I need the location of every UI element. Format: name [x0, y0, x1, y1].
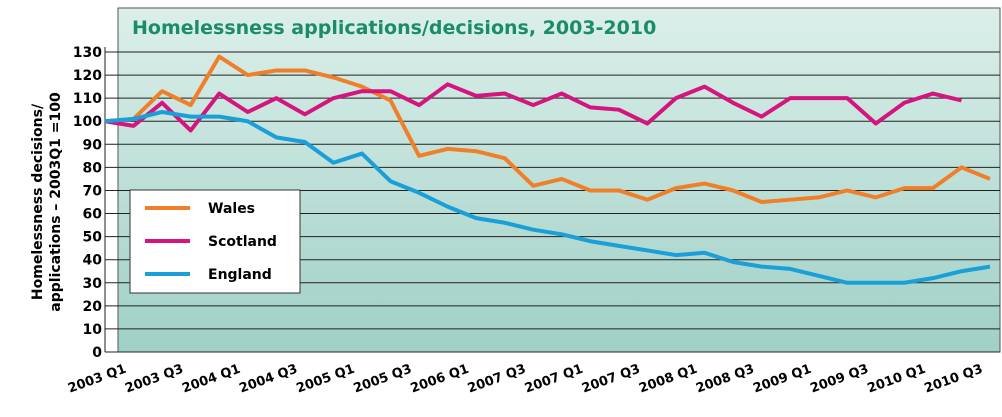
y-label: Homelessness decisions/: [30, 103, 46, 300]
y-tick-label: 80: [83, 160, 103, 176]
x-tick-label: 2009 Q1: [751, 362, 813, 397]
legend-label: England: [208, 267, 272, 283]
x-tick-label: 2003 Q3: [123, 362, 185, 397]
y-tick-label: 10: [83, 322, 103, 338]
x-tick-label: 2008 Q1: [637, 362, 699, 397]
y-tick-label: 110: [73, 91, 102, 107]
y-tick-label: 70: [83, 183, 103, 199]
line-series: [104, 54, 991, 204]
y-tick-label: 20: [83, 299, 103, 315]
y-tick-label: 30: [83, 276, 103, 292]
y-label: applications – 2003Q1 =100: [48, 92, 64, 312]
y-tick-label: 130: [73, 45, 102, 61]
chart-title: Homelessness applications/decisions, 200…: [132, 17, 656, 39]
x-tick-label: 2004 Q3: [237, 362, 299, 397]
x-tick-label: 2005 Q1: [294, 362, 356, 397]
x-tick-label: 2008 Q3: [694, 362, 756, 397]
y-tick-label: 50: [83, 230, 103, 246]
x-tick-label: 2010 Q1: [865, 362, 927, 397]
x-tick-label: 2006 Q1: [409, 362, 471, 397]
x-tick-label: 2004 Q1: [180, 362, 242, 397]
y-tick-label: 100: [73, 114, 102, 130]
y-tick-label: 60: [83, 207, 103, 223]
x-tick-label: 2009 Q3: [808, 362, 870, 397]
legend-label: Wales: [208, 201, 255, 217]
line-series: [104, 110, 991, 285]
y-tick-label: 0: [92, 345, 102, 361]
y-tick-label: 120: [73, 68, 102, 84]
x-tick-label: 2007 Q1: [523, 362, 585, 397]
x-tick-label: 2007 Q3: [580, 362, 642, 397]
line-series: [104, 82, 962, 133]
x-tick-label: 2003 Q1: [66, 362, 128, 397]
y-tick-label: 90: [83, 137, 103, 153]
x-tick-label: 2010 Q3: [923, 362, 985, 397]
x-tick-label: 2005 Q3: [352, 362, 414, 397]
legend-label: Scotland: [208, 234, 277, 250]
y-tick-label: 40: [83, 253, 103, 269]
x-tick-label: 2007 Q3: [466, 362, 528, 397]
